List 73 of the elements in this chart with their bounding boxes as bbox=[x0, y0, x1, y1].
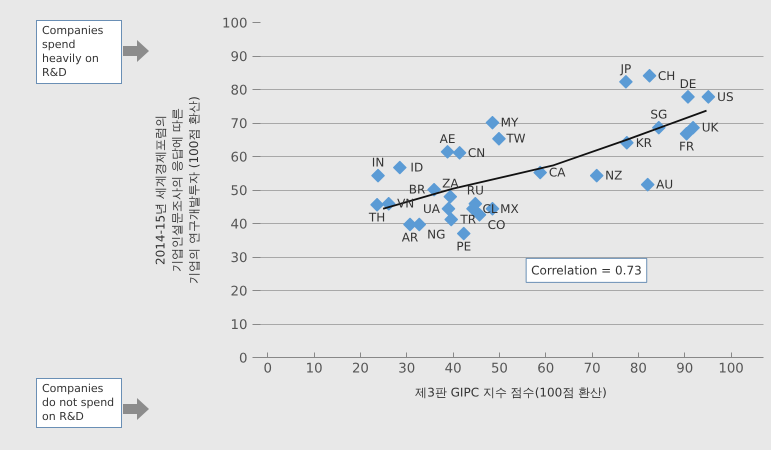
point bbox=[443, 190, 458, 204]
annotation: KR bbox=[636, 136, 652, 150]
point bbox=[640, 178, 655, 192]
annotation: IN bbox=[372, 156, 384, 170]
point bbox=[590, 168, 604, 182]
y-tick-label: 90 bbox=[230, 50, 248, 65]
annotation: NG bbox=[427, 228, 446, 242]
point bbox=[392, 160, 407, 174]
annotation: ID bbox=[410, 160, 424, 175]
point bbox=[371, 168, 385, 182]
annotation: MX bbox=[500, 202, 519, 216]
y-tick-label: 70 bbox=[230, 117, 248, 132]
y-tick-label: 60 bbox=[230, 150, 248, 166]
y-tick-label: 100 bbox=[222, 16, 248, 32]
annotation: PE bbox=[456, 240, 472, 254]
point bbox=[642, 68, 656, 83]
annotation: JP bbox=[620, 62, 632, 76]
x-tick-label: 30 bbox=[398, 362, 416, 376]
y-tick-label: 0 bbox=[239, 352, 248, 366]
annotation: CA bbox=[548, 166, 566, 180]
x-axis-title: 제3판 GIPC 지수 점수(100점 환산) bbox=[415, 386, 607, 400]
y-tick-label: 10 bbox=[230, 318, 248, 333]
annotation: Correlation = 0.73 bbox=[531, 263, 642, 278]
annotation: FR bbox=[678, 140, 694, 154]
annotation: CO bbox=[488, 218, 506, 232]
x-tick-label: 10 bbox=[306, 362, 323, 376]
text: Companies do not spend on R&D bbox=[36, 378, 122, 428]
annotation: NZ bbox=[605, 168, 622, 183]
annotation: MY bbox=[500, 116, 519, 130]
annotation: BR bbox=[408, 182, 426, 197]
x-tick-label: 0 bbox=[264, 362, 272, 376]
y-axis-title: 2014-15년 세계경제포럼의 기업인설문조사의 응답에 따른 기업의 연구개발투자 (100점 환산) bbox=[153, 96, 202, 284]
x-tick-label: 50 bbox=[490, 362, 508, 376]
annotation: US bbox=[717, 90, 734, 104]
point bbox=[444, 212, 458, 226]
point bbox=[452, 146, 466, 160]
annotation: TH bbox=[368, 210, 386, 225]
annotation: RU bbox=[466, 184, 484, 198]
annotation: AU bbox=[656, 178, 674, 192]
point bbox=[456, 226, 471, 240]
annotation: SG bbox=[650, 108, 668, 122]
annotation: ZA bbox=[442, 176, 460, 191]
annotation: CN bbox=[468, 146, 486, 160]
x-tick-label: 40 bbox=[444, 362, 462, 376]
annotation: AR bbox=[402, 230, 418, 245]
y-tick-label: 80 bbox=[230, 84, 248, 98]
annotation: UA bbox=[422, 202, 441, 216]
annotation: TW bbox=[505, 132, 526, 146]
point bbox=[702, 90, 716, 104]
annotation: UK bbox=[702, 120, 720, 135]
y-tick-label: 30 bbox=[230, 251, 248, 266]
point bbox=[486, 116, 500, 130]
point bbox=[492, 132, 506, 146]
x-tick-label: 90 bbox=[676, 362, 694, 376]
point bbox=[370, 198, 384, 212]
annotation: DE bbox=[680, 76, 696, 91]
annotation: TR bbox=[459, 212, 476, 226]
annotation: CH bbox=[658, 68, 676, 83]
x-tick-label: 70 bbox=[584, 362, 601, 376]
y-tick-label: 40 bbox=[230, 218, 248, 232]
point bbox=[440, 144, 454, 159]
point bbox=[442, 202, 456, 216]
text: Companies spend heavily on R&D bbox=[36, 20, 122, 84]
x-tick-label: 100 bbox=[718, 362, 744, 376]
point bbox=[680, 126, 694, 141]
x-tick-label: 60 bbox=[537, 362, 554, 376]
y-tick-label: 50 bbox=[230, 184, 248, 199]
y-tick-label: 20 bbox=[230, 284, 248, 300]
point bbox=[681, 90, 695, 104]
point bbox=[619, 74, 633, 89]
x-tick-label: 20 bbox=[352, 362, 369, 376]
x-tick-label: 80 bbox=[630, 362, 647, 376]
annotation: AE bbox=[440, 132, 456, 146]
